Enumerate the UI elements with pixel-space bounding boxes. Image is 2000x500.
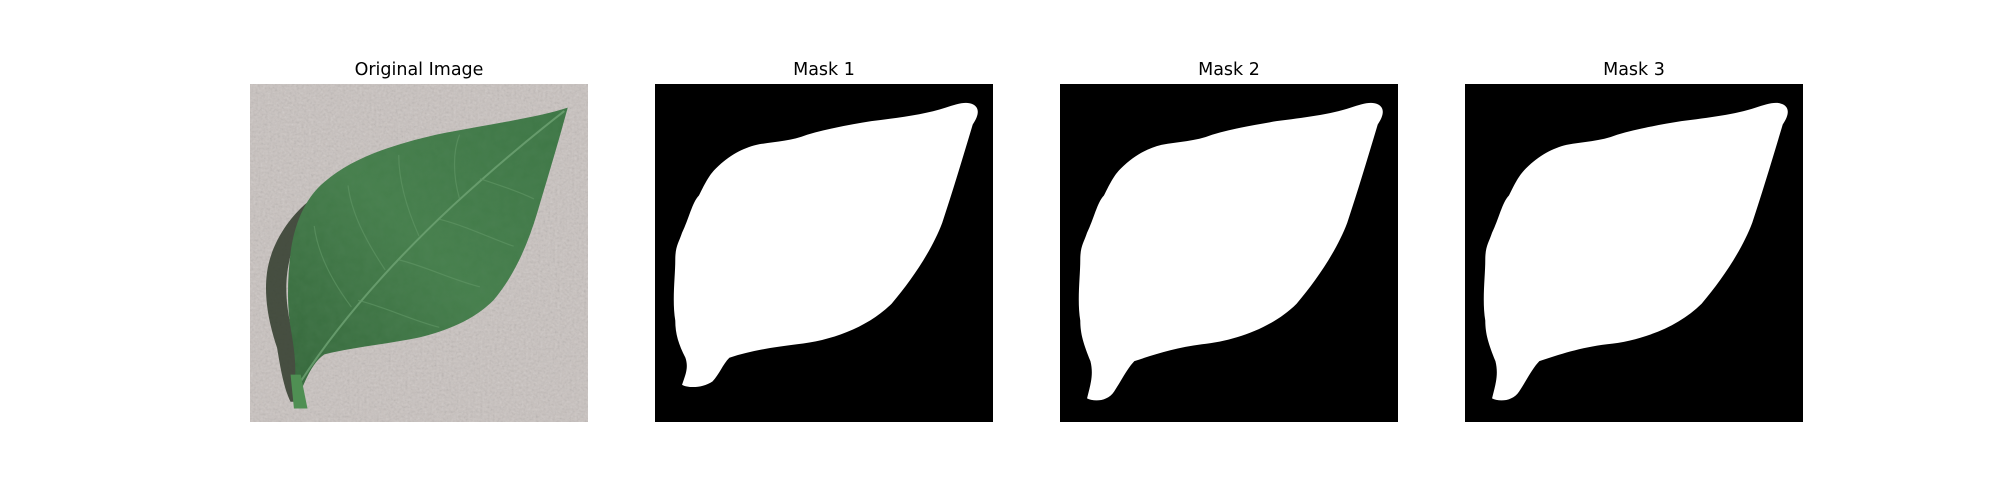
leaf-mask [1060, 84, 1398, 422]
panel-mask-2: Mask 2 [1060, 56, 1398, 422]
panel-title: Mask 1 [793, 60, 855, 80]
mask-region [1078, 102, 1383, 401]
leaf-mask [1465, 84, 1803, 422]
leaf-midrib [299, 110, 565, 382]
mask-region [673, 102, 978, 388]
panel-title: Mask 2 [1198, 60, 1260, 80]
leaf-photo [250, 84, 588, 422]
leaf-shadow [266, 202, 315, 402]
panel-mask-1: Mask 1 [655, 56, 993, 422]
panel-title: Mask 3 [1603, 60, 1665, 80]
panel-title: Original Image [354, 60, 484, 80]
panel-original-image: Original Image [250, 56, 588, 422]
panel-mask-3: Mask 3 [1465, 56, 1803, 422]
leaf-mask [655, 84, 993, 422]
mask-region [1483, 102, 1788, 401]
leaf-petiole [290, 374, 308, 409]
